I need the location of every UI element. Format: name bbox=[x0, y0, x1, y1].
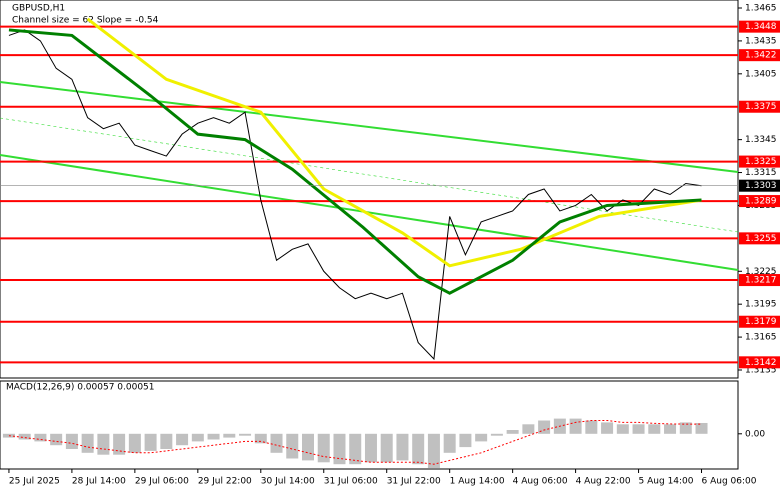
macd-bar bbox=[632, 424, 645, 434]
x-tick-label: 4 Aug 06:00 bbox=[513, 477, 568, 487]
x-tick-label: 5 Aug 14:00 bbox=[639, 477, 694, 487]
y-tick-label: 1.3135 bbox=[745, 366, 777, 376]
macd-bar bbox=[50, 433, 63, 446]
macd-bar bbox=[569, 418, 582, 434]
level-label: 1.3217 bbox=[745, 276, 777, 286]
y-tick-label: 1.3315 bbox=[745, 168, 777, 178]
y-tick-label: 1.3195 bbox=[745, 300, 777, 310]
macd-bar bbox=[191, 433, 204, 442]
macd-bar bbox=[317, 433, 330, 463]
x-tick-label: 25 Jul 2025 bbox=[9, 477, 60, 487]
macd-bar bbox=[349, 433, 362, 465]
macd-bar bbox=[664, 424, 677, 434]
macd-bar bbox=[679, 422, 692, 434]
level-tag bbox=[739, 155, 780, 168]
x-tick-label: 1 Aug 14:00 bbox=[450, 477, 505, 487]
signal-line bbox=[8, 420, 702, 465]
level-tag bbox=[739, 232, 780, 245]
level-label: 1.3448 bbox=[745, 22, 777, 32]
macd-bar bbox=[2, 433, 15, 438]
channel-line bbox=[0, 154, 739, 271]
last-price-label: 1.3303 bbox=[745, 181, 777, 191]
macd-bar bbox=[34, 433, 47, 442]
macd-bar bbox=[412, 433, 425, 465]
level-tag bbox=[739, 49, 780, 62]
macd-bar bbox=[459, 433, 472, 448]
level-label: 1.3142 bbox=[745, 358, 777, 368]
x-tick-label: 29 Jul 22:00 bbox=[198, 477, 252, 487]
chart-subtitle: Channel size = 62 Slope = -0.54 bbox=[12, 16, 159, 26]
macd-bar bbox=[585, 420, 598, 434]
macd-bar bbox=[695, 422, 708, 434]
x-tick-label: 6 Aug 06:00 bbox=[702, 477, 757, 487]
level-tag bbox=[739, 315, 780, 328]
macd-bar bbox=[380, 433, 393, 463]
x-tick-label: 30 Jul 14:00 bbox=[261, 477, 315, 487]
macd-bar bbox=[427, 433, 440, 468]
level-label: 1.3375 bbox=[745, 102, 777, 112]
plot: 1.34651.34351.34051.33451.33151.32851.32… bbox=[0, 4, 780, 487]
channel-midline bbox=[0, 117, 739, 233]
level-label: 1.3289 bbox=[745, 197, 777, 207]
macd-bar bbox=[128, 433, 141, 453]
macd-bar bbox=[648, 424, 661, 434]
level-tag bbox=[739, 100, 780, 113]
x-tick-label: 31 Jul 22:00 bbox=[387, 477, 441, 487]
channel-line bbox=[0, 81, 739, 173]
level-tag bbox=[739, 195, 780, 208]
y-tick-label: 1.3465 bbox=[745, 4, 777, 14]
price-line bbox=[86, 17, 702, 268]
x-tick-label: 28 Jul 14:00 bbox=[72, 477, 126, 487]
macd-bar bbox=[18, 433, 31, 440]
y-tick-label: 1.3405 bbox=[745, 69, 777, 79]
y-tick-label: 1.3165 bbox=[745, 333, 777, 343]
macd-bar bbox=[333, 433, 346, 465]
y-tick-label: 1.3435 bbox=[745, 36, 777, 46]
level-label: 1.3422 bbox=[745, 51, 777, 61]
macd-bar bbox=[490, 433, 503, 436]
macd-bar bbox=[254, 433, 267, 444]
price-line bbox=[8, 29, 702, 361]
macd-bar bbox=[522, 424, 535, 434]
macd-bar bbox=[601, 422, 614, 434]
macd-bar bbox=[364, 433, 377, 463]
level-tag bbox=[739, 20, 780, 33]
macd-bar bbox=[160, 433, 173, 449]
macd-bar bbox=[176, 433, 189, 446]
y-tick-label: 1.3345 bbox=[745, 135, 777, 145]
macd-bar bbox=[144, 433, 157, 451]
y-tick-label: 1.3225 bbox=[745, 267, 777, 277]
macd-bar bbox=[506, 430, 519, 434]
level-tag bbox=[739, 274, 780, 287]
level-label: 1.3325 bbox=[745, 157, 777, 167]
level-label: 1.3179 bbox=[745, 317, 777, 327]
macd-bar bbox=[475, 433, 488, 442]
macd-bar bbox=[207, 433, 220, 440]
macd-bar bbox=[270, 433, 283, 453]
macd-bar bbox=[81, 433, 94, 453]
macd-bar bbox=[286, 433, 299, 459]
macd-bar bbox=[302, 433, 315, 461]
x-tick-label: 29 Jul 06:00 bbox=[135, 477, 189, 487]
chart-title: GBPUSD,H1 bbox=[12, 4, 65, 14]
macd-bar bbox=[223, 433, 236, 438]
price-panel bbox=[0, 0, 739, 379]
level-label: 1.3255 bbox=[745, 234, 777, 244]
last-price-tag bbox=[739, 179, 780, 192]
macd-title: MACD(12,26,9) 0.00057 0.00051 bbox=[6, 383, 155, 393]
macd-bar bbox=[97, 433, 110, 455]
x-tick-label: 4 Aug 22:00 bbox=[576, 477, 631, 487]
macd-bar bbox=[616, 424, 629, 434]
macd-bar bbox=[443, 433, 456, 453]
macd-bar bbox=[65, 433, 78, 449]
macd-bar bbox=[113, 433, 126, 455]
x-tick-label: 31 Jul 06:00 bbox=[324, 477, 378, 487]
y-tick-label: 0.00 bbox=[745, 429, 765, 439]
level-tag bbox=[739, 356, 780, 369]
macd-bar bbox=[538, 420, 551, 434]
macd-bar bbox=[396, 433, 409, 461]
macd-bar bbox=[239, 433, 252, 436]
price-line bbox=[8, 28, 702, 295]
